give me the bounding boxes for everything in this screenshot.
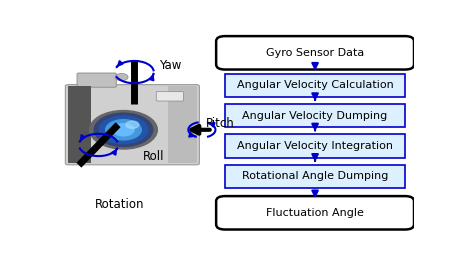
Text: Rotational Angle Dumping: Rotational Angle Dumping [241, 171, 387, 181]
Text: Yaw: Yaw [159, 59, 181, 73]
FancyBboxPatch shape [168, 86, 196, 163]
FancyBboxPatch shape [156, 92, 183, 101]
FancyBboxPatch shape [224, 165, 404, 188]
Circle shape [99, 116, 147, 144]
Text: Angular Velocity Integration: Angular Velocity Integration [236, 141, 392, 151]
FancyBboxPatch shape [65, 85, 199, 165]
Circle shape [115, 73, 128, 81]
Text: Pitch: Pitch [205, 117, 234, 130]
Text: Fluctuation Angle: Fluctuation Angle [266, 208, 363, 218]
FancyBboxPatch shape [224, 74, 404, 97]
Circle shape [94, 113, 152, 146]
FancyBboxPatch shape [224, 104, 404, 127]
FancyBboxPatch shape [216, 36, 413, 69]
Text: Angular Velocity Dumping: Angular Velocity Dumping [242, 111, 387, 121]
Text: Angular Velocity Calculation: Angular Velocity Calculation [236, 80, 392, 90]
Text: Gyro Sensor Data: Gyro Sensor Data [265, 48, 364, 58]
Text: Roll: Roll [143, 150, 164, 163]
Circle shape [90, 110, 157, 149]
Circle shape [126, 121, 139, 128]
Text: Rotation: Rotation [95, 198, 144, 211]
FancyBboxPatch shape [77, 73, 116, 87]
Circle shape [106, 120, 141, 140]
FancyBboxPatch shape [216, 196, 413, 230]
FancyBboxPatch shape [224, 134, 404, 158]
FancyBboxPatch shape [68, 86, 91, 163]
Circle shape [112, 124, 134, 136]
